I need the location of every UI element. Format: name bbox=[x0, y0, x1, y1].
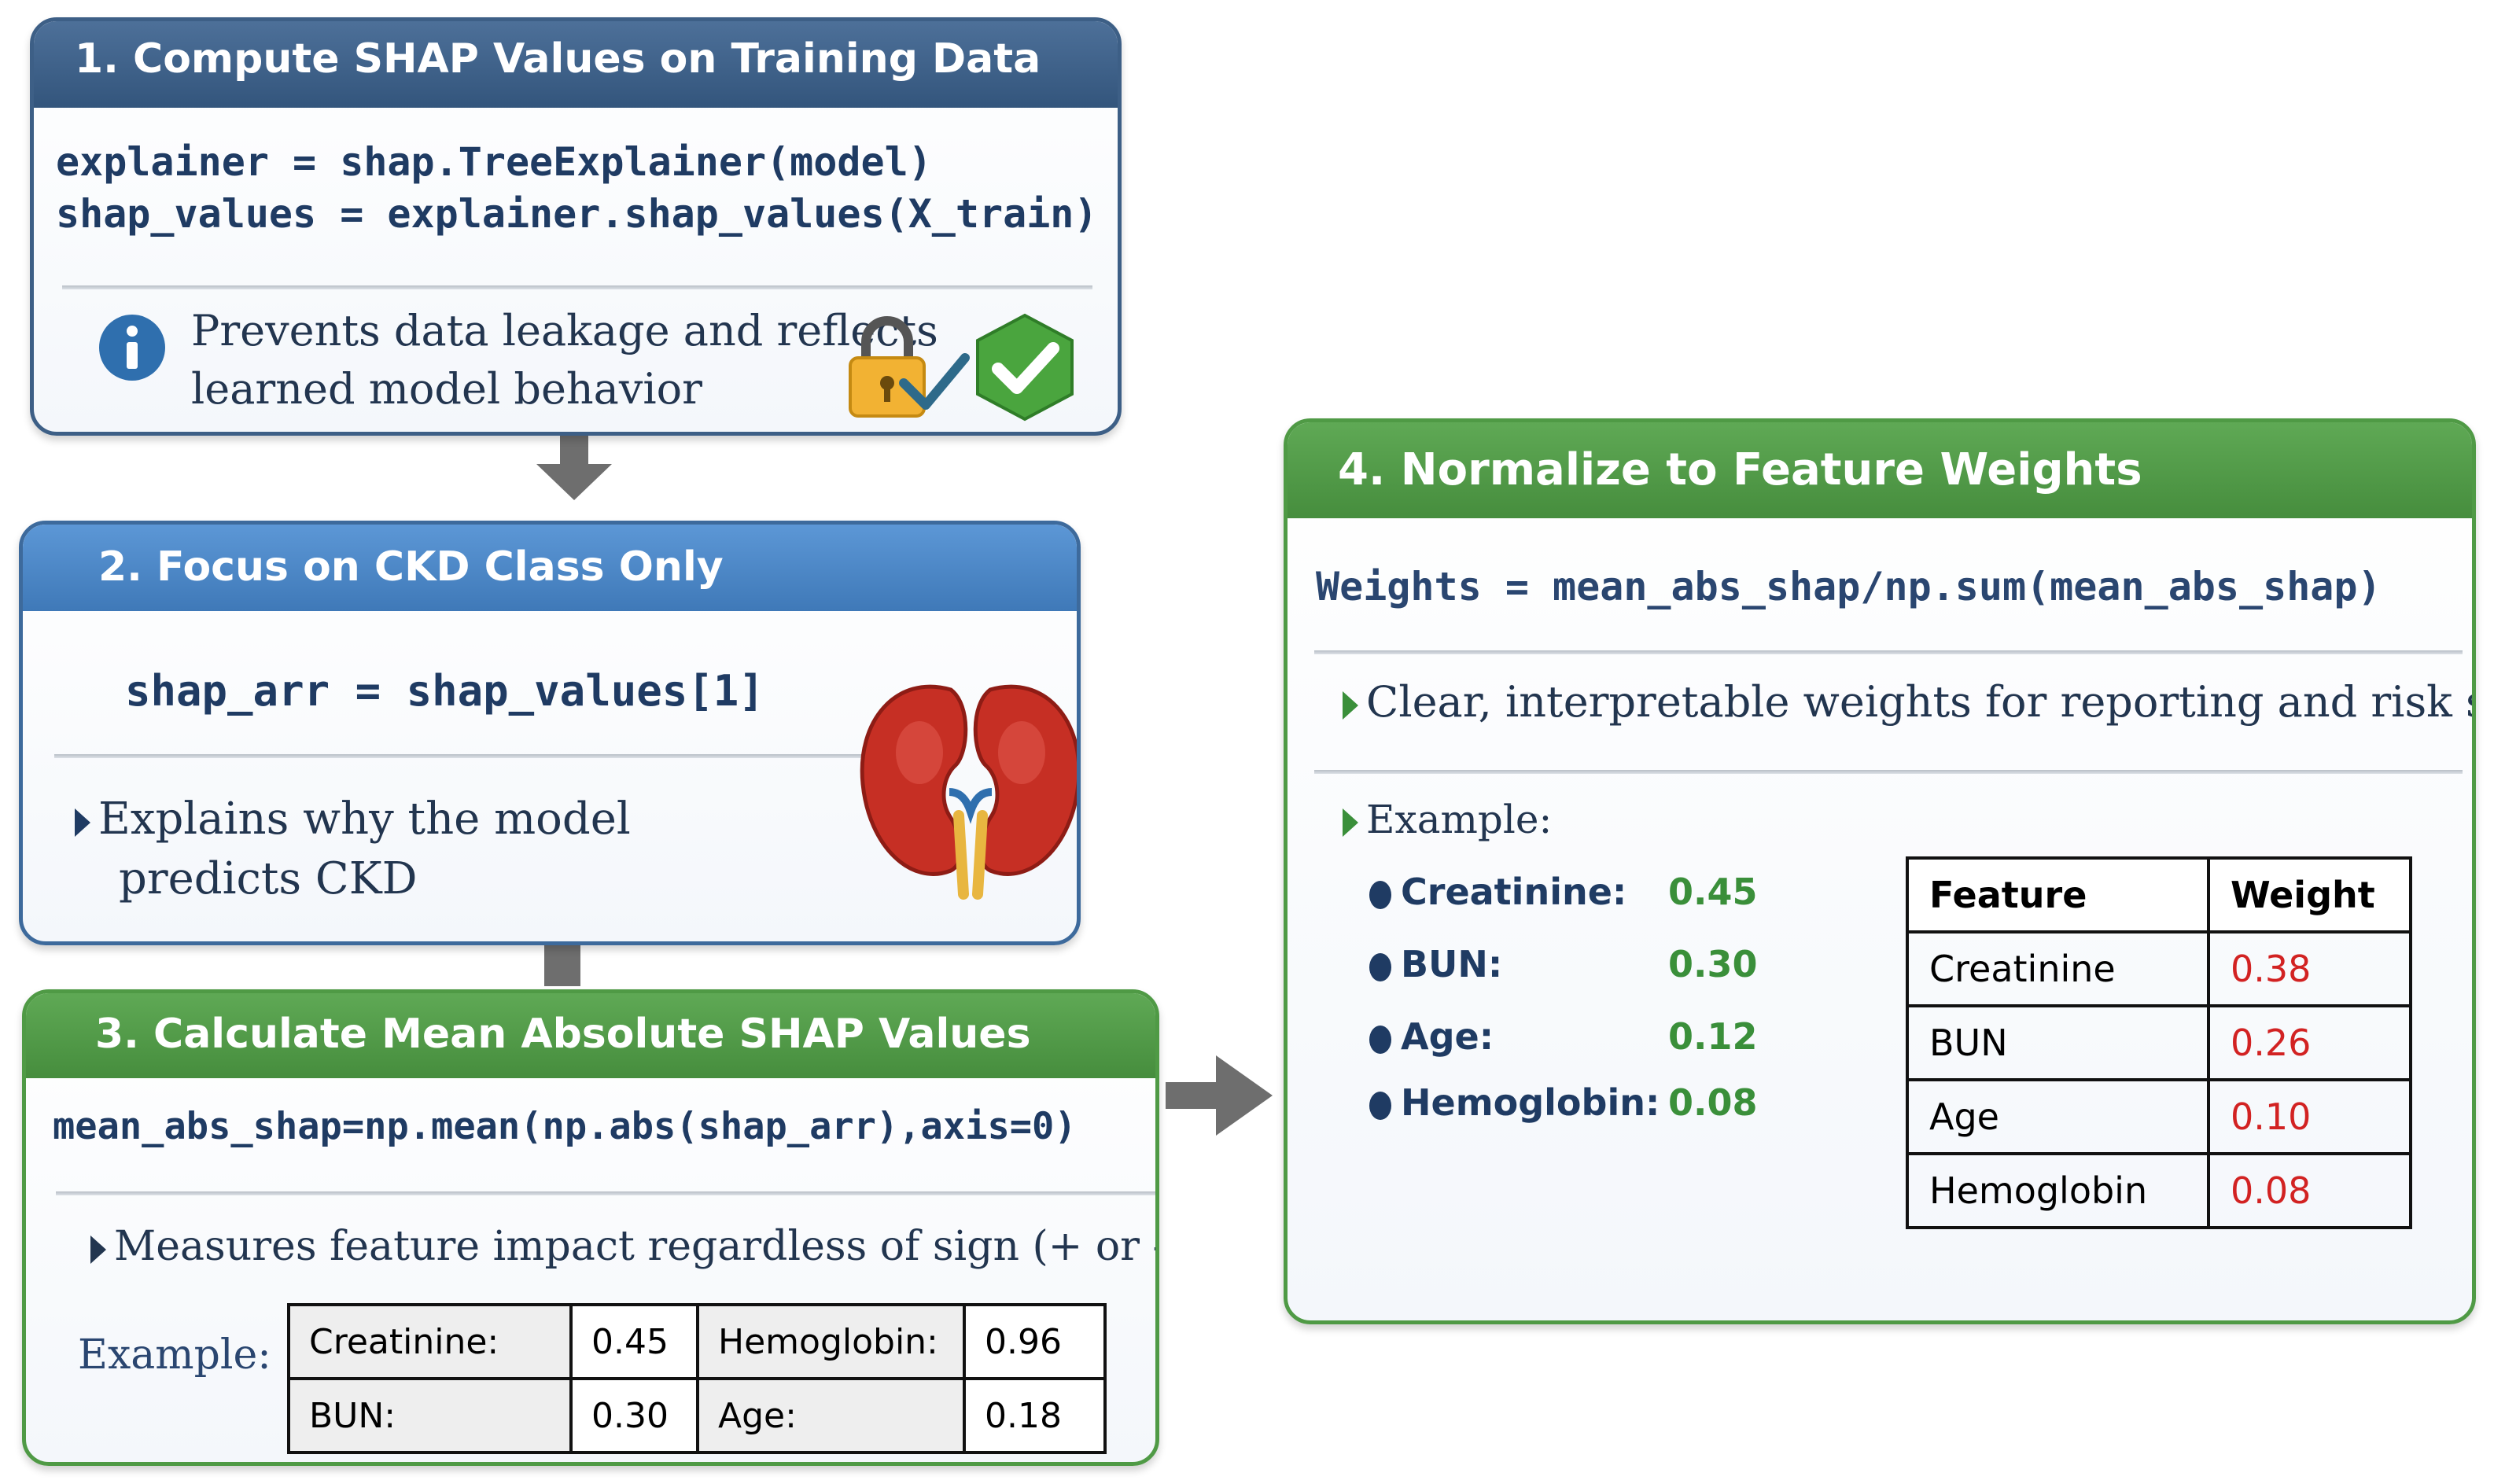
table-row: Creatinine: 0.45 Hemoglobin: 0.96 bbox=[287, 1303, 1107, 1380]
table-header-row: Feature Weight bbox=[1906, 856, 2412, 933]
table-cell: BUN: bbox=[287, 1377, 573, 1454]
green-check-badge-icon bbox=[976, 313, 1074, 422]
bullet-triangle-icon bbox=[1343, 691, 1358, 720]
info-icon bbox=[99, 315, 165, 381]
panel4-weights-table: Feature Weight Creatinine 0.38 BUN 0.26 … bbox=[1906, 856, 2412, 1229]
panel1-header: 1. Compute SHAP Values on Training Data bbox=[34, 21, 1118, 108]
panel4-note: Clear, interpretable weights for reporti… bbox=[1343, 677, 2472, 727]
divider bbox=[1314, 650, 2463, 654]
panel4-example-text: Example: bbox=[1366, 797, 1553, 842]
weight-cell: 0.10 bbox=[2207, 1078, 2412, 1155]
table-cell: 0.18 bbox=[963, 1377, 1107, 1454]
panel3-note-text: Measures feature impact regardless of si… bbox=[114, 1223, 1159, 1270]
table-cell: 0.30 bbox=[569, 1377, 699, 1454]
panel4-note-text: Clear, interpretable weights for reporti… bbox=[1366, 677, 2472, 727]
bullet-value: 0.08 bbox=[1668, 1081, 1758, 1124]
table-cell: Creatinine: bbox=[287, 1303, 573, 1380]
down-arrow-icon bbox=[536, 431, 612, 500]
bullet-triangle-icon bbox=[90, 1235, 106, 1264]
panel2-header: 2. Focus on CKD Class Only bbox=[23, 525, 1077, 611]
list-item: Age: 0.12 bbox=[1369, 1015, 1758, 1058]
table-cell: 0.45 bbox=[569, 1303, 699, 1380]
panel4-code: Weights = mean_abs_shap/np.sum(mean_abs_… bbox=[1316, 564, 2382, 609]
table-row: Creatinine 0.38 bbox=[1906, 930, 2412, 1007]
table-header-cell: Feature bbox=[1906, 856, 2210, 933]
table-cell: Age: bbox=[696, 1377, 966, 1454]
list-item: Hemoglobin: 0.08 bbox=[1369, 1081, 1758, 1124]
bullet-value: 0.45 bbox=[1668, 871, 1758, 913]
bullet-dot-icon bbox=[1369, 880, 1391, 909]
panel2-code: shap_arr = shap_values[1] bbox=[125, 666, 764, 716]
bullet-dot-icon bbox=[1369, 1091, 1391, 1120]
divider bbox=[56, 1191, 1155, 1195]
checkmark-icon bbox=[899, 353, 970, 410]
table-cell: 0.96 bbox=[963, 1303, 1107, 1380]
panel2-title: 2. Focus on CKD Class Only bbox=[98, 543, 724, 591]
panel-compute-shap: 1. Compute SHAP Values on Training Data … bbox=[30, 17, 1122, 436]
divider bbox=[1314, 770, 2463, 774]
weight-cell: 0.08 bbox=[2207, 1152, 2412, 1229]
bullet-label: Age: bbox=[1401, 1015, 1494, 1058]
bullet-triangle-icon bbox=[75, 808, 90, 837]
panel3-code: mean_abs_shap=np.mean(np.abs(shap_arr),a… bbox=[53, 1105, 1077, 1148]
panel-normalize-weights: 4. Normalize to Feature Weights Weights … bbox=[1284, 418, 2476, 1324]
panel1-note-line1: Prevents data leakage and reflects bbox=[191, 306, 938, 355]
divider bbox=[62, 285, 1092, 289]
bullet-value: 0.30 bbox=[1668, 943, 1758, 985]
table-row: BUN 0.26 bbox=[1906, 1004, 2412, 1081]
bullet-label: BUN: bbox=[1401, 943, 1503, 985]
panel3-title: 3. Calculate Mean Absolute SHAP Values bbox=[95, 1011, 1031, 1058]
panel1-title: 1. Compute SHAP Values on Training Data bbox=[75, 35, 1041, 83]
panel1-note-line2: learned model behavior bbox=[191, 364, 702, 414]
panel4-header: 4. Normalize to Feature Weights bbox=[1288, 422, 2472, 518]
feature-cell: Age bbox=[1906, 1078, 2210, 1155]
right-arrow-icon bbox=[1166, 1055, 1273, 1136]
bullet-label: Creatinine: bbox=[1401, 871, 1627, 913]
table-row: Hemoglobin 0.08 bbox=[1906, 1152, 2412, 1229]
panel1-code-line2: shap_values = explainer.shap_values(X_tr… bbox=[56, 191, 1098, 237]
panel2-note-text1: Explains why the model bbox=[98, 794, 631, 845]
divider bbox=[54, 754, 872, 758]
bullet-dot-icon bbox=[1369, 1025, 1391, 1054]
bullet-value: 0.12 bbox=[1668, 1015, 1758, 1058]
panel3-note: Measures feature impact regardless of si… bbox=[90, 1223, 1159, 1270]
weight-cell: 0.26 bbox=[2207, 1004, 2412, 1081]
table-row: BUN: 0.30 Age: 0.18 bbox=[287, 1377, 1107, 1454]
padlock-icon bbox=[849, 316, 926, 418]
panel3-example-label: Example: bbox=[78, 1331, 271, 1379]
feature-cell: Creatinine bbox=[1906, 930, 2210, 1007]
panel2-note-line2: predicts CKD bbox=[119, 853, 418, 904]
panel2-note-line1: Explains why the model bbox=[75, 794, 631, 845]
panel4-title: 4. Normalize to Feature Weights bbox=[1338, 444, 2142, 495]
feature-cell: BUN bbox=[1906, 1004, 2210, 1081]
table-cell: Hemoglobin: bbox=[696, 1303, 966, 1380]
table-header-cell: Weight bbox=[2207, 856, 2412, 933]
panel-focus-ckd: 2. Focus on CKD Class Only shap_arr = sh… bbox=[19, 521, 1081, 945]
panel1-code-line1: explainer = shap.TreeExplainer(model) bbox=[56, 139, 932, 185]
bullet-dot-icon bbox=[1369, 952, 1391, 981]
list-item: Creatinine: 0.45 bbox=[1369, 871, 1758, 913]
panel-mean-abs-shap: 3. Calculate Mean Absolute SHAP Values m… bbox=[22, 989, 1159, 1466]
kidney-icon bbox=[860, 684, 1077, 900]
panel4-example-label: Example: bbox=[1343, 797, 1552, 842]
feature-cell: Hemoglobin bbox=[1906, 1152, 2210, 1229]
bullet-triangle-icon bbox=[1343, 808, 1358, 837]
panel3-header: 3. Calculate Mean Absolute SHAP Values bbox=[26, 993, 1155, 1078]
connector bbox=[544, 941, 580, 986]
bullet-label: Hemoglobin: bbox=[1401, 1081, 1660, 1124]
panel3-example-table: Creatinine: 0.45 Hemoglobin: 0.96 BUN: 0… bbox=[287, 1303, 1107, 1454]
list-item: BUN: 0.30 bbox=[1369, 943, 1758, 985]
table-row: Age 0.10 bbox=[1906, 1078, 2412, 1155]
weight-cell: 0.38 bbox=[2207, 930, 2412, 1007]
